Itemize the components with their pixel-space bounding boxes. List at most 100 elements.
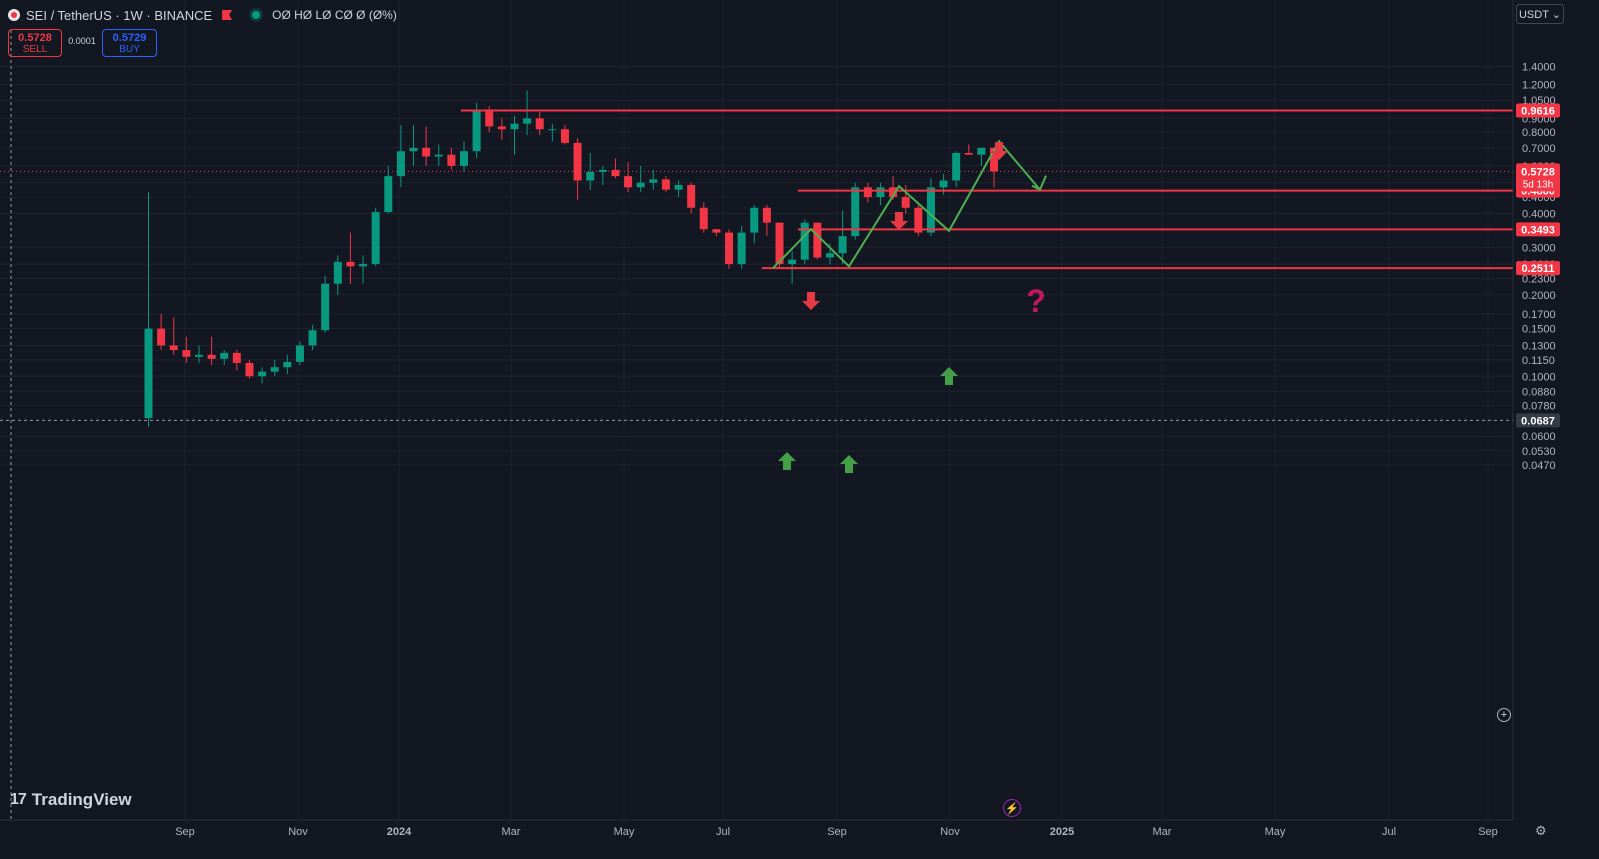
candle-body xyxy=(649,179,658,183)
candle-body xyxy=(548,129,557,131)
candle-body xyxy=(182,350,191,357)
price-tick-label: 0.0530 xyxy=(1522,446,1556,458)
candle-body xyxy=(699,207,708,230)
candle-body xyxy=(926,187,935,233)
price-tick-label: 0.2300 xyxy=(1522,273,1556,285)
candle-body xyxy=(472,110,481,152)
candle-body xyxy=(863,187,872,198)
down-arrow-icon xyxy=(890,212,908,230)
up-arrow-icon xyxy=(778,452,796,470)
candle-body xyxy=(737,232,746,265)
sell-price: 0.5728 xyxy=(18,32,52,44)
down-arrow-icon xyxy=(802,292,820,310)
candle-body xyxy=(333,261,342,284)
zigzag-arrowhead xyxy=(1031,175,1047,192)
buy-button[interactable]: 0.5729 BUY xyxy=(102,29,157,57)
candle-body xyxy=(144,328,153,419)
price-tick-label: 0.1700 xyxy=(1522,309,1556,321)
price-tick-label: 0.2000 xyxy=(1522,290,1556,302)
price-tick-label: 1.2000 xyxy=(1522,80,1556,92)
candle-body xyxy=(825,253,834,258)
sell-label: SELL xyxy=(22,44,48,55)
candle-body xyxy=(762,207,771,223)
candle-body xyxy=(220,352,229,359)
symbol-title[interactable]: SEI / TetherUS · 1W · BINANCE xyxy=(26,7,213,23)
logo-text: TradingView xyxy=(31,790,132,809)
down-arrow-icon xyxy=(990,142,1008,160)
time-tick-label: Mar xyxy=(502,826,521,838)
candle-body xyxy=(409,147,418,152)
candle-body xyxy=(321,283,330,331)
candle-body xyxy=(725,232,734,265)
candle-body xyxy=(560,129,569,143)
candle-body xyxy=(371,212,380,265)
currency-selector[interactable]: USDT ⌄ xyxy=(1516,4,1564,24)
candle-body xyxy=(422,147,431,157)
candle-body xyxy=(460,151,468,166)
candle-body xyxy=(434,154,443,157)
candle-body xyxy=(157,328,166,346)
candle-body xyxy=(194,354,203,357)
candle-body xyxy=(384,176,393,213)
time-tick-label: Sep xyxy=(827,826,847,838)
candle-body xyxy=(977,147,986,155)
time-tick-label: May xyxy=(1265,826,1286,838)
time-axis[interactable]: Sep Nov 2024 Mar May Jul Sep Nov 2025 Mar May Jul Se… xyxy=(0,819,1513,838)
level-price-label-bg xyxy=(1516,261,1560,276)
price-tick-label: 0.3000 xyxy=(1522,242,1556,254)
candle-body xyxy=(308,330,317,346)
buy-label: BUY xyxy=(119,44,140,55)
price-tick-label: 0.1150 xyxy=(1522,355,1555,367)
tradingview-logo[interactable]: 17 TradingView xyxy=(10,790,132,810)
candle-body xyxy=(169,345,178,351)
horizontal-levels[interactable] xyxy=(461,109,1513,270)
sell-button[interactable]: 0.5728 SELL xyxy=(8,29,62,57)
price-axis-bg xyxy=(1513,0,1599,859)
candle-body xyxy=(813,222,822,258)
candle-body xyxy=(750,207,759,233)
level-price-label: 0.9616 xyxy=(1521,106,1555,118)
symbol-logo-icon xyxy=(8,9,20,21)
candle-body xyxy=(788,259,797,265)
candle-body xyxy=(964,152,973,155)
time-tick-label: Mar xyxy=(1153,826,1172,838)
zigzag-line xyxy=(772,139,1041,269)
candle-body xyxy=(876,187,885,198)
candle-body xyxy=(889,187,898,198)
time-tick-label: Sep xyxy=(175,826,195,838)
lightning-icon[interactable]: ⚡ xyxy=(1003,799,1021,817)
time-tick-label: 2025 xyxy=(1050,826,1074,838)
candle-body xyxy=(851,187,860,237)
candle-body xyxy=(359,264,368,267)
settings-icon[interactable]: ⚙ xyxy=(1535,823,1547,838)
countdown-label: 5d 13h xyxy=(1523,179,1554,190)
time-tick-label: Jul xyxy=(716,826,730,838)
up-arrow-icon xyxy=(940,367,958,385)
price-tick-label: 0.1300 xyxy=(1522,340,1556,352)
candle-body xyxy=(611,169,620,177)
candle-body xyxy=(396,151,405,177)
price-tick-label: 0.0880 xyxy=(1522,386,1556,398)
time-tick-label: Sep xyxy=(1478,826,1498,838)
candle-body xyxy=(485,110,494,127)
last-price-label-bg xyxy=(1516,163,1560,192)
price-tick-label: 0.0780 xyxy=(1522,400,1556,412)
candle-body xyxy=(497,126,506,130)
candle-body xyxy=(447,154,456,166)
candle-body xyxy=(295,345,304,362)
candle-body xyxy=(661,179,670,190)
price-tick-label: 1.4000 xyxy=(1522,61,1556,73)
price-tick-label: 0.8000 xyxy=(1522,127,1556,139)
chart-grid xyxy=(0,0,1513,820)
symbol-header[interactable]: SEI / TetherUS · 1W · BINANCE OØ HØ LØ C… xyxy=(8,6,397,24)
time-tick-label: May xyxy=(614,826,635,838)
candle-body xyxy=(535,118,544,130)
level-price-label-bg xyxy=(1516,222,1560,237)
time-tick-label: Jul xyxy=(1382,826,1396,838)
add-alert-icon[interactable]: + xyxy=(1497,708,1511,722)
price-axis[interactable]: 1.40001.20001.05000.90000.80000.70000.60… xyxy=(1512,0,1599,859)
candle-body xyxy=(207,354,216,359)
candle-body xyxy=(232,352,241,363)
flag-icon[interactable] xyxy=(222,10,233,20)
